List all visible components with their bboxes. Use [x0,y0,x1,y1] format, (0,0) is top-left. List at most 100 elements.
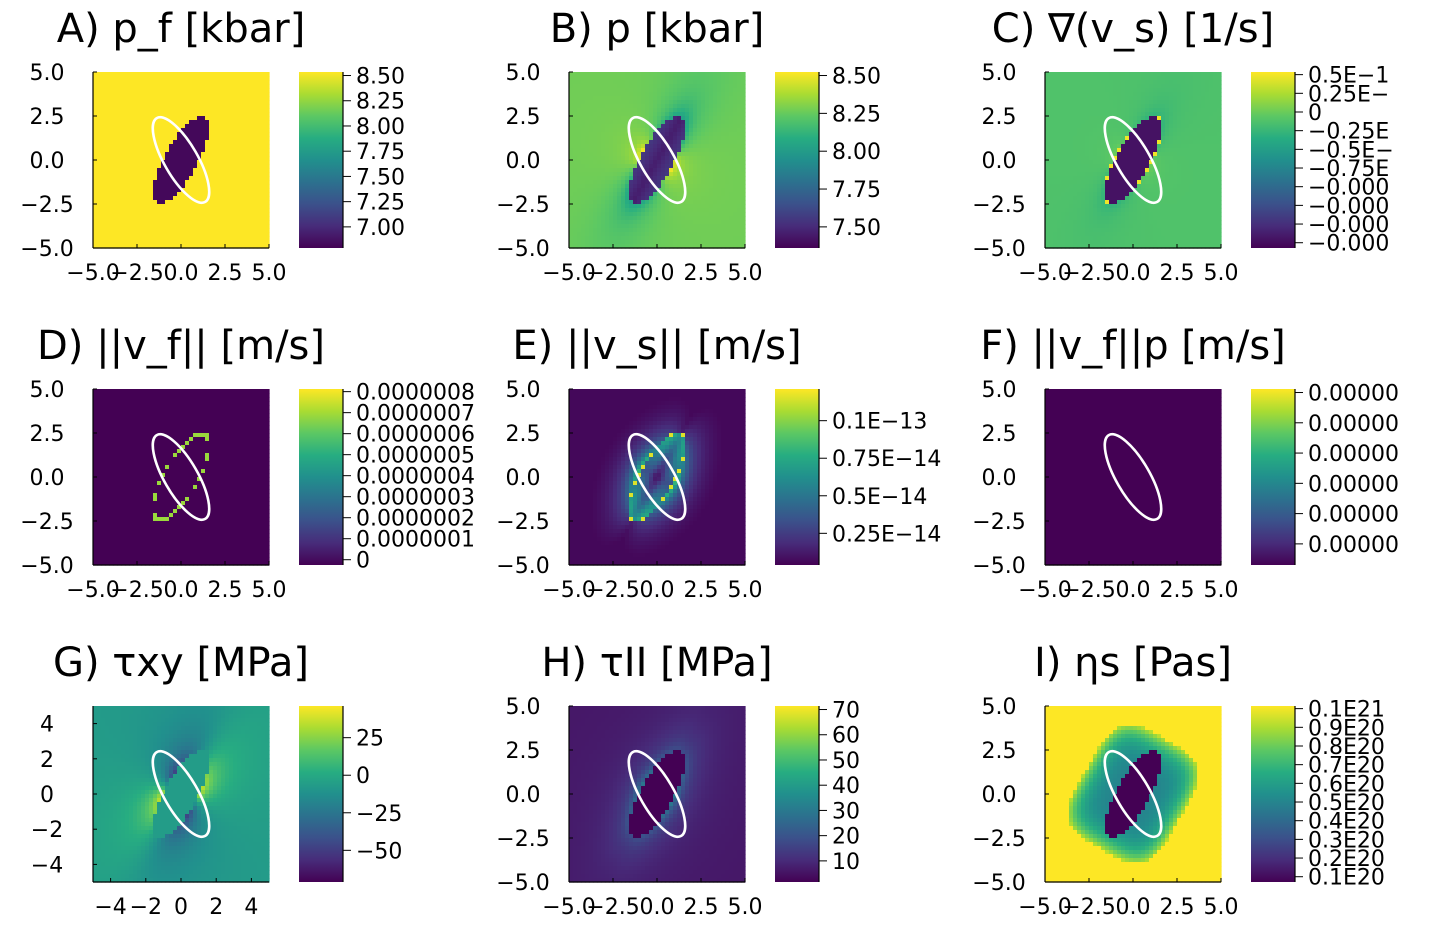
heatmap-cell [1065,100,1070,105]
heatmap-cell [149,76,154,81]
heatmap-cell [1077,88,1082,93]
heatmap-cell [713,176,718,181]
heatmap-cell [1057,92,1062,97]
heatmap-cell [701,132,706,137]
heatmap-cell [637,220,642,225]
heatmap-cell [649,136,654,141]
heatmap-cell [93,196,98,201]
heatmap-cell [1053,164,1058,169]
heatmap-cell [201,120,206,125]
heatmap-cell [609,204,614,209]
heatmap-cell [137,176,142,181]
colorbar-tick-label: 7.25 [356,191,405,216]
heatmap-cell [145,220,150,225]
heatmap-cell [1089,220,1094,225]
heatmap-cell [237,76,242,81]
heatmap-cell [205,80,210,85]
heatmap-cell [625,116,630,121]
heatmap-cell [689,204,694,209]
heatmap-cell [1113,92,1118,97]
heatmap-cell [257,220,262,225]
heatmap-cell [121,164,126,169]
heatmap-cell [209,172,214,177]
heatmap-cell [213,232,218,237]
heatmap-cell [697,188,702,193]
heatmap-cell [1097,84,1102,89]
heatmap-cell [673,120,678,125]
heatmap-cell [1129,156,1134,161]
heatmap-cell [189,160,194,165]
heatmap-cell [253,188,258,193]
heatmap-cell [665,108,670,113]
heatmap-cell [717,136,722,141]
heatmap-cell [1121,80,1126,85]
heatmap-cell [153,192,158,197]
heatmap-cell [109,236,114,241]
heatmap-cell [677,108,682,113]
heatmap-cell [605,212,610,217]
heatmap-cell [193,212,198,217]
heatmap-cell [1121,204,1126,209]
heatmap-cell [101,236,106,241]
heatmap-cell [137,96,142,101]
heatmap-cell [637,132,642,137]
heatmap-cell [245,124,250,129]
heatmap-cell [1137,112,1142,117]
heatmap-cell [693,172,698,177]
heatmap-cell [621,192,626,197]
heatmap-cell [1133,80,1138,85]
heatmap-cell [585,172,590,177]
heatmap-cell [149,96,154,101]
heatmap-cell [1077,140,1082,145]
heatmap-cell [117,84,122,89]
heatmap-cell [717,144,722,149]
heatmap-cell [573,132,578,137]
heatmap-cell [741,88,746,93]
heatmap-cell [253,164,258,169]
heatmap-cell [149,148,154,153]
heatmap-cell [685,156,690,161]
heatmap-cell [121,212,126,217]
heatmap-cell [181,192,186,197]
heatmap-cell [629,84,634,89]
heatmap-cell [693,180,698,185]
heatmap-cell [1113,132,1118,137]
heatmap-cell [209,224,214,229]
heatmap-cell [1065,220,1070,225]
heatmap-cell [725,124,730,129]
heatmap-cell [221,92,226,97]
heatmap-cell [185,232,190,237]
heatmap-cell [217,216,222,221]
heatmap-cell [1113,204,1118,209]
heatmap-cell [109,92,114,97]
heatmap-cell [225,216,230,221]
heatmap-cell [625,132,630,137]
heatmap-cell [237,108,242,113]
heatmap-cell [213,116,218,121]
heatmap-cell [165,80,170,85]
heatmap-cell [637,108,642,113]
heatmap-cell [1069,196,1074,201]
heatmap-cell [173,188,178,193]
heatmap-cell [265,176,270,181]
heatmap-cell [717,88,722,93]
heatmap-cell [617,176,622,181]
heatmap-cell [697,192,702,197]
heatmap-cell [193,72,198,77]
heatmap-cell [585,72,590,77]
heatmap-cell [605,76,610,81]
heatmap-cell [733,204,738,209]
heatmap-cell [1069,88,1074,93]
heatmap-cell [117,232,122,237]
heatmap-cell [257,80,262,85]
heatmap-cell [185,220,190,225]
heatmap-cell [713,164,718,169]
heatmap-cell [125,156,130,161]
heatmap-cell [609,188,614,193]
heatmap-cell [617,188,622,193]
heatmap-cell [621,204,626,209]
heatmap-cell [257,144,262,149]
heatmap-cell [609,192,614,197]
heatmap-cell [1069,184,1074,189]
heatmap-cell [697,204,702,209]
